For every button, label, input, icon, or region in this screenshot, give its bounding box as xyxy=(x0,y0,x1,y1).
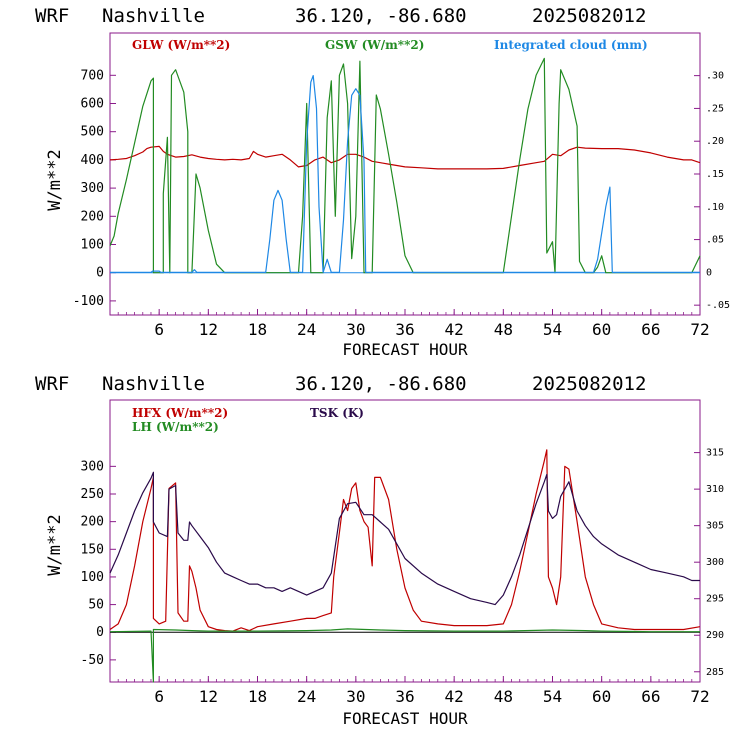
panel-fluxes: HFX (W/m**2) LH (W/m**2) TSK (K) -50 0 50 1… xyxy=(45,399,724,728)
xtick-label: 72 xyxy=(690,320,709,339)
header2-location: Nashville xyxy=(102,373,205,395)
ytick-label: 100 xyxy=(81,570,104,585)
y2tick-label: 310 xyxy=(706,484,724,495)
y2tick-label: .30 xyxy=(706,71,724,82)
xtick-label: 48 xyxy=(494,687,513,706)
xtick-label: 24 xyxy=(297,320,316,339)
series-line-lh xyxy=(109,628,700,683)
series-line-glw xyxy=(109,145,701,170)
y2tick-label: .10 xyxy=(706,202,724,213)
xtick-label: 60 xyxy=(592,320,611,339)
header-model: WRF xyxy=(35,5,69,27)
xtick-label: 30 xyxy=(346,687,365,706)
legend-hfx: HFX (W/m**2) xyxy=(132,406,228,420)
xtick-label: 54 xyxy=(543,687,562,706)
panel-radiation-ylabel: W/m**2 xyxy=(45,149,65,210)
header-top: WRF Nashville 36.120, -86.680 2025082012 xyxy=(35,5,646,27)
xtick-label: 72 xyxy=(690,687,709,706)
xtick-label: 6 xyxy=(154,320,164,339)
y2tick-label: 290 xyxy=(706,630,724,641)
ytick-label: 0 xyxy=(96,266,104,281)
xtick-label: 42 xyxy=(445,687,464,706)
xtick-label: 54 xyxy=(543,320,562,339)
legend-glw: GLW (W/m**2) xyxy=(132,38,230,52)
xtick-label: 6 xyxy=(154,687,164,706)
xtick-label: 12 xyxy=(199,320,218,339)
y2tick-label: .20 xyxy=(706,136,724,147)
y2tick-label: 315 xyxy=(706,448,724,459)
header2-coords: 36.120, -86.680 xyxy=(295,373,467,395)
legend-cloud: Integrated cloud (mm) xyxy=(494,38,648,52)
xtick-label: 36 xyxy=(395,687,414,706)
series-line-hfx xyxy=(109,449,701,632)
ytick-label: 600 xyxy=(81,97,104,112)
ytick-label: 50 xyxy=(88,598,104,613)
y2tick-label: 0 xyxy=(706,267,712,278)
y2tick-label: 295 xyxy=(706,594,724,605)
xtick-label: 18 xyxy=(248,687,267,706)
ytick-label: 200 xyxy=(81,515,104,530)
xtick-label: 48 xyxy=(494,320,513,339)
y2tick-label: 305 xyxy=(706,521,724,532)
ytick-label: -50 xyxy=(81,653,104,668)
ytick-label: 150 xyxy=(81,542,104,557)
header-location: Nashville xyxy=(102,5,205,27)
ytick-label: -100 xyxy=(73,294,104,309)
xtick-label: 66 xyxy=(641,320,660,339)
ytick-label: 100 xyxy=(81,238,104,253)
xtick-label: 60 xyxy=(592,687,611,706)
y2tick-label: .05 xyxy=(706,235,724,246)
xtick-label: 42 xyxy=(445,320,464,339)
series-line-gsw xyxy=(109,57,701,274)
xtick-label: 12 xyxy=(199,687,218,706)
xtick-label: 66 xyxy=(641,687,660,706)
legend-lh: LH (W/m**2) xyxy=(132,420,219,434)
panel-fluxes-frame xyxy=(109,399,701,683)
y2tick-label: .15 xyxy=(706,169,724,180)
header2-run: 2025082012 xyxy=(532,373,646,395)
header-bottom: WRF Nashville 36.120, -86.680 2025082012 xyxy=(35,373,646,395)
y2tick-label: -.05 xyxy=(706,300,730,311)
xtick-label: 24 xyxy=(297,687,316,706)
ytick-label: 400 xyxy=(81,153,104,168)
xtick-label: 36 xyxy=(395,320,414,339)
ytick-label: 250 xyxy=(81,487,104,502)
ytick-label: 500 xyxy=(81,125,104,140)
ytick-label: 300 xyxy=(81,181,104,196)
ytick-label: 300 xyxy=(81,459,104,474)
legend-tsk: TSK (K) xyxy=(310,406,364,420)
panel-radiation: GLW (W/m**2) GSW (W/m**2) Integrated clo… xyxy=(45,32,730,359)
y2tick-label: 300 xyxy=(706,557,724,568)
panel-fluxes-xlabel: FORECAST HOUR xyxy=(342,709,468,728)
ytick-label: 200 xyxy=(81,209,104,224)
header2-model: WRF xyxy=(35,373,69,395)
series-line-cloud xyxy=(110,75,700,273)
panel-radiation-xlabel: FORECAST HOUR xyxy=(342,340,468,359)
xtick-label: 18 xyxy=(248,320,267,339)
y2tick-label: 285 xyxy=(706,667,724,678)
legend-gsw: GSW (W/m**2) xyxy=(325,38,424,52)
xtick-label: 30 xyxy=(346,320,365,339)
header-coords: 36.120, -86.680 xyxy=(295,5,467,27)
y2tick-label: .25 xyxy=(706,103,724,114)
header-run: 2025082012 xyxy=(532,5,646,27)
series-line-tsk xyxy=(109,471,700,606)
ytick-label: 700 xyxy=(81,68,104,83)
ytick-label: 0 xyxy=(96,625,104,640)
panel-fluxes-ylabel: W/m**2 xyxy=(45,514,65,575)
